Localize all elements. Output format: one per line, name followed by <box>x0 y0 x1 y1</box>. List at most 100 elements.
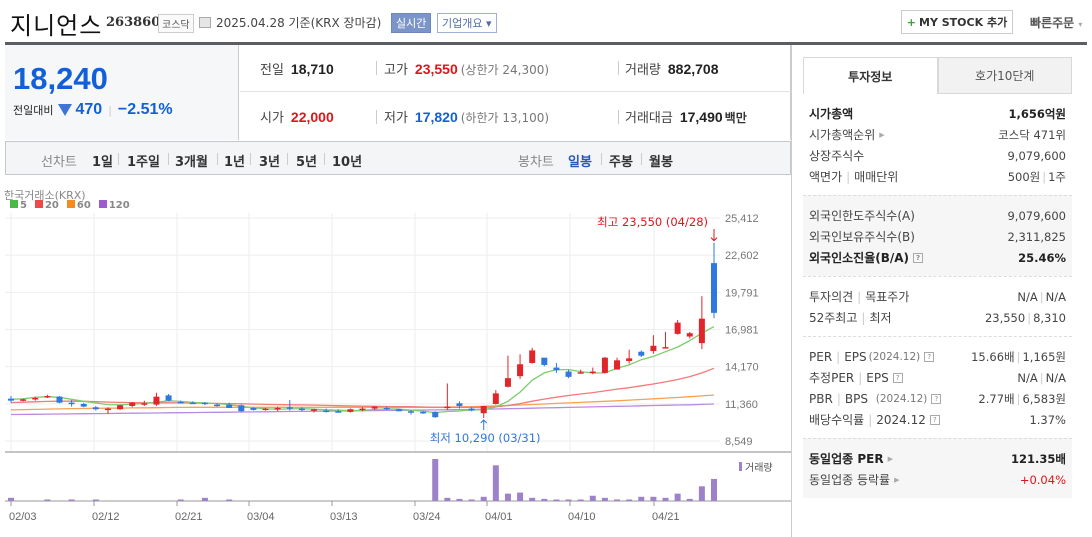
candle-chart-label: 봉차트 <box>518 155 554 170</box>
amount-value: 17,490 <box>679 109 723 125</box>
header-divider <box>5 42 1087 45</box>
chevron-down-icon: ▾ <box>1078 20 1083 29</box>
per-eps-row: PER | EPS (2024.12)? 15.66배 | 1,165원 <box>809 346 1066 367</box>
foreign-ratio-value: 25.46% <box>1018 250 1066 265</box>
add-mystock-button[interactable]: + MY STOCK 추가 <box>901 10 1013 34</box>
legend-ma60: 60 <box>66 200 91 211</box>
sector-per-row[interactable]: 동일업종 PER ▶ 121.35배 <box>809 448 1066 469</box>
candle-daily[interactable]: 일봉 <box>568 155 592 170</box>
tab-order-book[interactable]: 호가10단계 <box>937 57 1072 94</box>
foreign-hold-row: 외국인보유주식수(B) 2,311,825 <box>809 226 1066 247</box>
divider <box>287 153 288 165</box>
divider <box>118 153 119 165</box>
price-change-row: 전일대비 470 | −2.51% <box>13 101 173 119</box>
svg-text:03/04: 03/04 <box>247 511 275 523</box>
legend-ma20: 20 <box>34 200 59 211</box>
price-chart[interactable]: 한국거래소(KRX) 5 20 60 120 25,412 22,602 19,79… <box>0 185 791 537</box>
change-percent: −2.51% <box>117 101 173 118</box>
market-cap-row: 시가총액 1,656억원 <box>809 103 1066 124</box>
foreign-ratio-row: 외국인소진율(B/A)? 25.46% <box>809 247 1066 268</box>
amount-unit: 백만 <box>724 111 747 125</box>
price-stats: 전일 18,710 고가 23,550 (상한가 24,300) 거래량 882… <box>240 45 791 140</box>
market-badge: 코스닥 <box>158 14 194 33</box>
arrow-right-icon: ▶ <box>879 130 885 139</box>
stats-row-2: 시가 22,000 저가 17,820 (하한가 13,100) 거래대금 17… <box>240 93 791 140</box>
divider <box>250 153 251 165</box>
trade-amount: 거래대금 17,490 백만 <box>625 107 747 126</box>
help-icon[interactable]: ? <box>913 252 924 263</box>
est-per-row: 추정PER | EPS? N/A | N/A <box>809 367 1066 388</box>
high-label: 고가 <box>384 62 408 78</box>
help-icon[interactable]: ? <box>931 393 942 404</box>
valuation-section: PER | EPS (2024.12)? 15.66배 | 1,165원 추정PER | EP… <box>803 336 1072 438</box>
period-1d[interactable]: 1일 <box>92 155 114 170</box>
ma-legend: 5 20 60 120 <box>10 200 130 211</box>
help-icon[interactable]: ? <box>892 372 903 383</box>
sector-change-row[interactable]: 동일업종 등락률 ▶ +0.04% <box>809 469 1066 490</box>
opinion-row: 투자의견 | 목표주가 N/A | N/A <box>809 286 1066 307</box>
svg-text:19,791: 19,791 <box>725 287 759 299</box>
period-1w[interactable]: 1주일 <box>127 155 160 170</box>
stats-row-1: 전일 18,710 고가 23,550 (상한가 24,300) 거래량 882… <box>240 45 791 92</box>
candle-weekly[interactable]: 주봉 <box>609 155 633 170</box>
svg-text:25,412: 25,412 <box>725 213 759 225</box>
svg-text:03/24: 03/24 <box>413 511 441 523</box>
help-icon[interactable]: ? <box>929 414 940 425</box>
divider <box>376 109 377 124</box>
svg-text:04/01: 04/01 <box>485 511 513 523</box>
svg-text:02/12: 02/12 <box>92 511 120 523</box>
high-value: 23,550 <box>414 60 458 77</box>
period-5y[interactable]: 5년 <box>296 155 318 170</box>
foreign-ratio-label: 외국인소진율(B/A)? <box>809 249 924 266</box>
divider <box>324 153 325 165</box>
low-value: 17,820 <box>414 109 458 125</box>
tab-investment-info[interactable]: 투자정보 <box>803 57 938 94</box>
stock-header: 지니언스 263860 코스닥 2025.04.28 기준(KRX 장마감) 실… <box>0 0 1092 42</box>
divider: | <box>108 103 112 117</box>
stock-code: 263860 <box>106 15 161 30</box>
candlestick-svg: 25,412 22,602 19,791 16,981 14,170 11,360 8,54… <box>5 213 791 523</box>
line-chart-label: 선차트 <box>41 155 77 170</box>
current-price-panel: 18,240 전일대비 470 | −2.51% <box>5 45 239 140</box>
amount-label: 거래대금 <box>625 111 673 126</box>
change-value: 470 <box>75 101 103 118</box>
svg-text:11,360: 11,360 <box>725 399 758 411</box>
company-overview-button[interactable]: 기업개요 ▾ <box>437 13 497 33</box>
period-1y[interactable]: 1년 <box>224 155 246 170</box>
svg-text:02/21: 02/21 <box>175 511 203 523</box>
low-price: 저가 17,820 (하한가 13,100) <box>384 107 549 126</box>
arrow-right-icon: ▶ <box>887 454 893 463</box>
period-3m[interactable]: 3개월 <box>175 155 208 170</box>
market-cap-rank-label: 시가총액순위 ▶ <box>809 128 885 142</box>
svg-text:02/03: 02/03 <box>9 511 37 523</box>
pbr-bps-label: PBR | BPS (2024.12)? <box>809 392 942 406</box>
market-cap-rank-row[interactable]: 시가총액순위 ▶ 코스닥 471위 <box>809 124 1066 145</box>
prev-close-value: 18,710 <box>290 60 334 77</box>
foreign-limit-label: 외국인한도주식수(A) <box>809 209 915 223</box>
svg-text:04/10: 04/10 <box>568 511 596 523</box>
foreign-limit-value: 9,079,600 <box>1007 208 1066 223</box>
period-10y[interactable]: 10년 <box>332 155 363 170</box>
investment-info-panel: 투자정보 호가10단계 시가총액 1,656억원 시가총액순위 ▶ 코스닥 471… <box>803 57 1072 498</box>
period-3y[interactable]: 3년 <box>259 155 281 170</box>
quick-order-button[interactable]: 빠른주문 ▾ <box>1030 14 1082 31</box>
chart-source-label: 한국거래소(KRX) <box>4 189 86 202</box>
divider <box>217 153 218 165</box>
change-label: 전일대비 <box>13 104 54 117</box>
svg-text:03/13: 03/13 <box>330 511 358 523</box>
shares-value: 9,079,600 <box>1007 148 1066 163</box>
realtime-button[interactable]: 실시간 <box>391 13 432 33</box>
svg-text:14,170: 14,170 <box>725 362 759 374</box>
divider <box>618 109 619 124</box>
opinion-section: 투자의견 | 목표주가 N/A | N/A 52주최고 | 최저 23,550 | 8,310 <box>803 276 1072 336</box>
low-label: 저가 <box>384 111 408 126</box>
sector-change-label: 동일업종 등락률 ▶ <box>809 473 900 487</box>
help-icon[interactable]: ? <box>924 351 935 362</box>
market-cap-rank-value: 코스닥 471위 <box>998 127 1066 142</box>
candle-monthly[interactable]: 월봉 <box>649 155 673 170</box>
sector-per-label: 동일업종 PER ▶ <box>809 452 893 466</box>
w52-value: 23,550 | 8,310 <box>984 310 1066 325</box>
per-eps-value: 15.66배 | 1,165원 <box>971 349 1066 364</box>
sector-section: 동일업종 PER ▶ 121.35배 동일업종 등락률 ▶ +0.04% <box>803 438 1072 498</box>
dividend-label: 배당수익률 | 2024.12? <box>809 411 940 428</box>
